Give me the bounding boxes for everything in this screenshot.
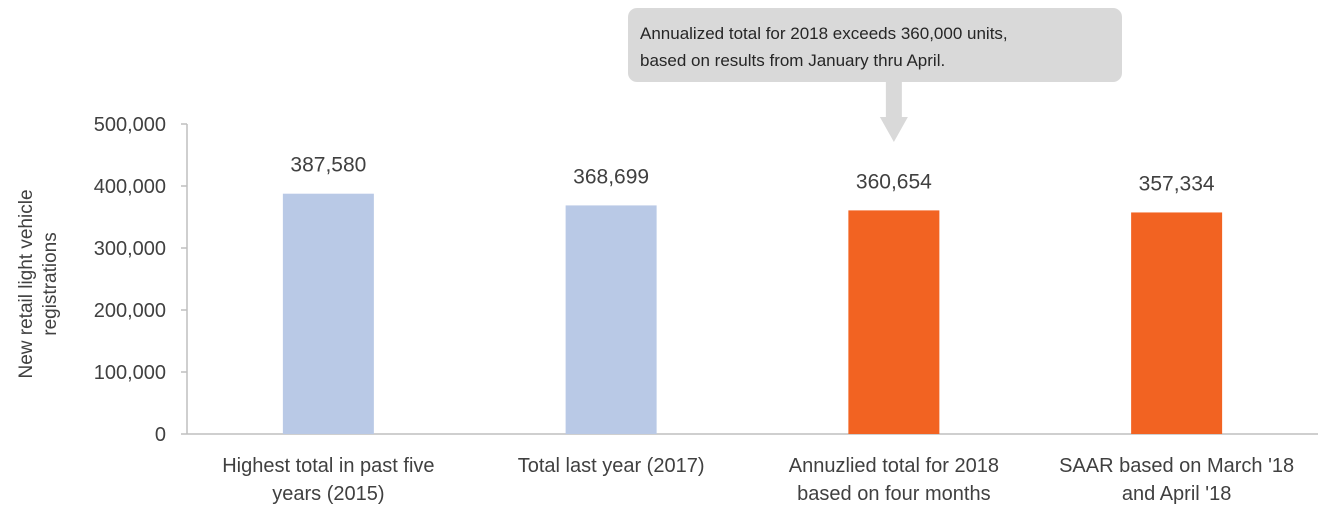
- bar: [282, 193, 374, 434]
- category-labels: Highest total in past five years (2015) To…: [222, 455, 1294, 505]
- annotation-callout: Annualized total for 2018 exceeds 360,00…: [628, 8, 1122, 142]
- bar: [565, 205, 657, 434]
- category-label: and April '18: [1122, 483, 1231, 505]
- y-tick-label: 500,000: [94, 114, 166, 136]
- y-tick-label: 300,000: [94, 238, 166, 260]
- data-labels: 387,580 368,699 360,654 357,334: [290, 154, 1214, 196]
- y-axis-title: New retail light vehicle registrations: [16, 189, 61, 378]
- y-axis-ticks: 0 100,000 200,000 300,000 400,000 500,000: [94, 114, 187, 446]
- annotation-text: Annualized total for 2018 exceeds 360,00…: [640, 24, 1008, 43]
- annotation-text: based on results from January thru April…: [640, 51, 945, 70]
- category-label: years (2015): [272, 483, 384, 505]
- annotation-box: [628, 8, 1122, 82]
- y-tick-label: 200,000: [94, 300, 166, 322]
- category-label: Highest total in past five: [222, 455, 434, 477]
- bars: [282, 193, 1223, 434]
- y-tick-label: 400,000: [94, 176, 166, 198]
- category-label: Total last year (2017): [518, 455, 705, 477]
- annotation-arrow: [879, 82, 908, 142]
- data-label: 357,334: [1139, 172, 1215, 195]
- y-axis-title-line: New retail light vehicle: [16, 189, 37, 378]
- bar: [1131, 212, 1223, 434]
- bar: [848, 210, 940, 434]
- y-tick-label: 100,000: [94, 362, 166, 384]
- category-label: based on four months: [797, 483, 990, 505]
- data-label: 368,699: [573, 165, 649, 188]
- category-label: Annuzlied total for 2018: [789, 455, 999, 477]
- data-label: 360,654: [856, 170, 932, 193]
- y-axis-title-line: registrations: [40, 232, 61, 336]
- data-label: 387,580: [290, 154, 366, 177]
- category-label: SAAR based on March '18: [1059, 455, 1294, 477]
- y-tick-label: 0: [155, 424, 166, 446]
